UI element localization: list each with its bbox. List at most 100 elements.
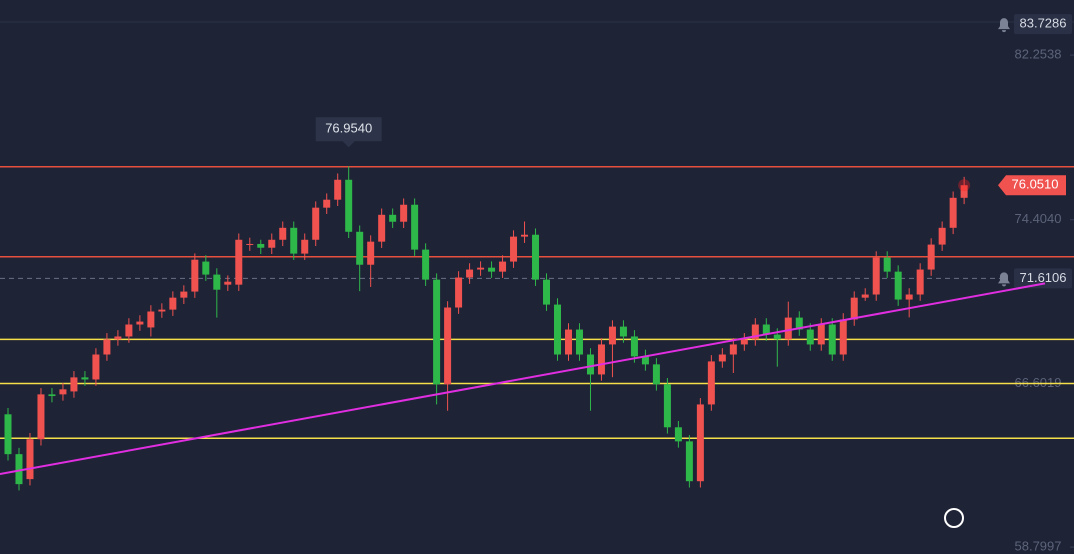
candle-body <box>597 344 605 375</box>
candle <box>927 238 935 276</box>
candle <box>246 237 254 251</box>
candle-body <box>4 414 12 455</box>
bell-icon <box>998 272 1010 287</box>
candle-body <box>37 394 45 440</box>
candle-body <box>663 384 671 428</box>
candle <box>70 371 78 398</box>
candle <box>960 176 968 205</box>
candle-body <box>323 199 331 208</box>
candle <box>345 166 353 239</box>
candle-body <box>466 269 474 278</box>
candle <box>795 311 803 336</box>
candle <box>301 233 309 260</box>
candle-body <box>685 441 693 482</box>
candle <box>180 285 188 304</box>
candle <box>938 221 946 251</box>
candle-body <box>455 277 463 308</box>
y-tick-label: 82.2538 <box>1015 47 1062 62</box>
candle-body <box>619 326 627 337</box>
candle <box>641 349 649 371</box>
candle-body <box>960 185 968 198</box>
candle <box>488 261 496 278</box>
candle <box>4 408 12 461</box>
candle <box>543 273 551 311</box>
candle-body <box>312 207 320 240</box>
candle-body <box>290 227 298 254</box>
candle-body <box>356 231 364 265</box>
candle-body <box>257 243 265 248</box>
candle <box>169 291 177 316</box>
candle-body <box>784 317 792 340</box>
candle <box>773 328 781 367</box>
candle <box>400 198 408 229</box>
candle <box>213 268 221 318</box>
candle-body <box>927 244 935 270</box>
candle-body <box>674 427 682 442</box>
candle-body <box>59 389 67 395</box>
alert-label: 83.7286 <box>1020 16 1067 31</box>
candle <box>499 255 507 278</box>
watermark-icon <box>944 508 964 528</box>
candle <box>608 320 616 378</box>
candle-body <box>367 241 375 265</box>
last-badge <box>998 175 1066 196</box>
candle <box>433 273 441 405</box>
candle <box>872 251 880 301</box>
candle-body <box>729 344 737 355</box>
candle-body <box>147 311 155 328</box>
candle-body <box>48 394 56 397</box>
candle-body <box>191 259 199 292</box>
candle-body <box>521 234 529 237</box>
candle <box>554 298 561 361</box>
candle <box>367 235 375 287</box>
candle <box>158 303 166 318</box>
max-label: 76.9540 <box>325 121 372 136</box>
candle <box>532 228 540 286</box>
candle-body <box>817 324 825 345</box>
candle <box>619 320 627 343</box>
candle <box>696 398 704 488</box>
candle <box>15 447 23 491</box>
y-tick-label: 58.7997 <box>1015 539 1062 554</box>
candle <box>114 330 122 346</box>
candle-body <box>477 267 485 270</box>
candle-body <box>70 377 78 392</box>
candle-body <box>532 234 540 280</box>
candle <box>26 432 34 486</box>
candle <box>861 288 869 301</box>
candle-body <box>301 239 309 254</box>
candle-body <box>268 239 276 248</box>
candle-body <box>839 319 847 355</box>
candle <box>323 193 331 214</box>
candle-body <box>575 329 583 355</box>
candle-body <box>411 204 419 250</box>
candle-body <box>136 321 144 325</box>
candle-body <box>92 354 100 380</box>
alert-label: 71.6106 <box>1020 270 1067 285</box>
candle-body <box>422 249 430 280</box>
trend-line <box>0 282 1046 476</box>
candle-body <box>15 454 23 485</box>
candle <box>48 388 56 403</box>
candle <box>411 198 419 256</box>
y-tick-label: 66.6019 <box>1015 375 1062 390</box>
candle-body <box>707 361 715 405</box>
candle <box>356 225 364 292</box>
candle <box>37 388 45 446</box>
candle-body <box>213 274 221 290</box>
candle <box>59 383 67 401</box>
candle-body <box>762 324 770 335</box>
alert-badge <box>1014 14 1072 35</box>
candle-body <box>652 364 660 385</box>
candle <box>202 255 210 281</box>
candle-body <box>378 214 386 242</box>
candle <box>784 301 792 346</box>
candle-body <box>861 294 869 298</box>
candle-body <box>586 354 594 375</box>
candle <box>466 263 474 284</box>
candle-body <box>543 279 551 305</box>
candle-body <box>806 329 814 345</box>
candle <box>949 191 957 235</box>
candle-body <box>795 317 803 330</box>
candle <box>147 305 155 337</box>
